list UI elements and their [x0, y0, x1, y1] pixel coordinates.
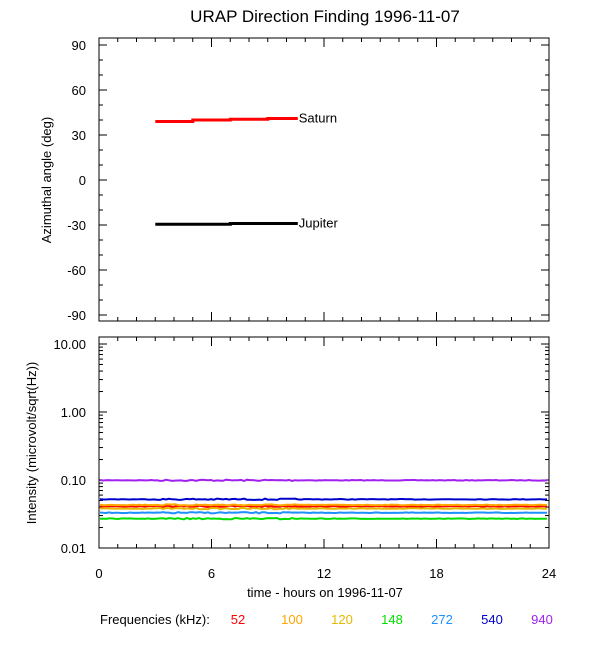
intensity-tick-label: 0.10 [61, 473, 86, 488]
intensity-series-148khz [99, 516, 548, 521]
azimuth-y-axis-label: Azimuthal angle (deg) [39, 117, 54, 243]
azimuth-tick-label: 0 [79, 173, 86, 188]
azimuth-series: Saturn Jupiter [155, 111, 338, 231]
azimuth-y-axis: 90 60 30 0 -30 -60 -90 [67, 38, 549, 323]
azimuth-tick-label: -30 [67, 218, 86, 233]
series-line-saturn [155, 117, 298, 123]
x-tick-label: 0 [95, 566, 102, 581]
intensity-x-axis: 0 6 12 18 24 [95, 337, 556, 581]
x-tick-label: 18 [429, 566, 443, 581]
azimuth-plot-frame [98, 37, 550, 322]
intensity-y-axis-label: Intensity (microvolt/sqrt(Hz)) [24, 362, 39, 525]
legend-item-52khz: 52 [231, 612, 245, 627]
azimuth-x-axis-ticks [98, 38, 550, 321]
azimuth-tick-label: 60 [72, 83, 86, 98]
legend-item-100khz: 100 [281, 612, 303, 627]
intensity-series-272khz [99, 511, 548, 515]
series-label-saturn: Saturn [299, 111, 337, 126]
azimuth-tick-label: -90 [67, 308, 86, 323]
x-axis-label: time - hours on 1996-11-07 [247, 585, 403, 600]
intensity-y-axis: 10.00 1.00 0.10 0.01 [53, 337, 549, 556]
intensity-series-52khz [99, 504, 548, 509]
intensity-series-940khz [99, 478, 548, 482]
frequency-legend: Frequencies (kHz): 52 100 120 148 272 540 940 [100, 612, 553, 627]
x-tick-label: 24 [542, 566, 556, 581]
intensity-tick-label: 1.00 [61, 405, 86, 420]
intensity-series-120khz [99, 506, 548, 511]
series-line-jupiter [155, 222, 298, 226]
legend-item-272khz: 272 [431, 612, 453, 627]
x-tick-label: 6 [208, 566, 215, 581]
intensity-series [99, 478, 548, 521]
legend-item-120khz: 120 [331, 612, 353, 627]
azimuth-tick-label: 30 [72, 128, 86, 143]
azimuth-tick-label: -60 [67, 263, 86, 278]
legend-item-540khz: 540 [481, 612, 503, 627]
intensity-tick-label: 10.00 [53, 337, 86, 352]
azimuth-tick-label: 90 [72, 38, 86, 53]
intensity-series-100khz [99, 503, 548, 507]
x-tick-label: 12 [317, 566, 331, 581]
series-label-jupiter: Jupiter [299, 216, 339, 231]
intensity-plot-frame [98, 336, 550, 549]
intensity-tick-label: 0.01 [61, 541, 86, 556]
legend-item-940khz: 940 [531, 612, 553, 627]
legend-label: Frequencies (kHz): [100, 612, 210, 627]
legend-item-148khz: 148 [381, 612, 403, 627]
intensity-series-540khz [99, 497, 548, 502]
chart-title: URAP Direction Finding 1996-11-07 [190, 7, 460, 26]
